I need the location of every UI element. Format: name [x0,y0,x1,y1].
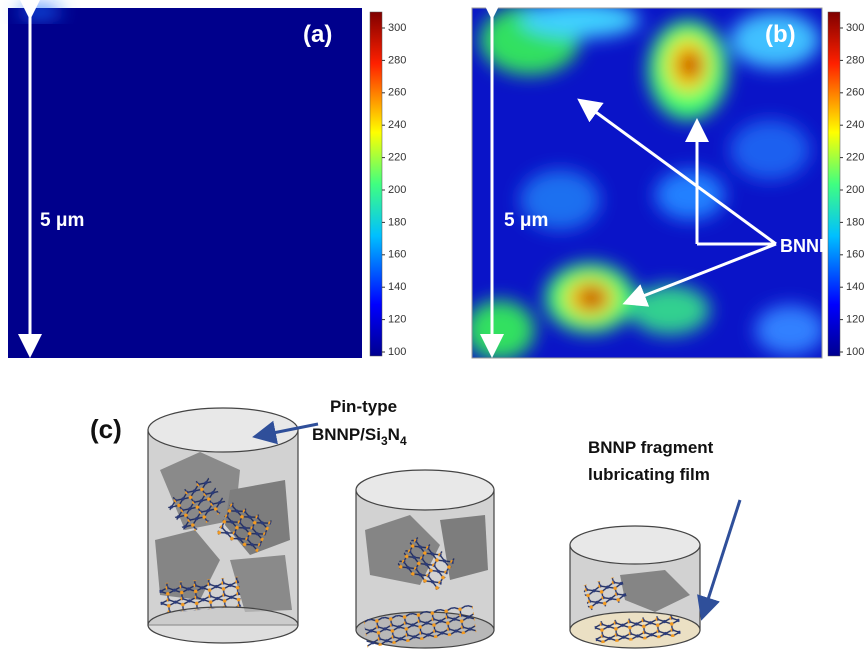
tick-label: 200 [846,184,864,196]
tick-label: 180 [388,216,406,228]
figure: 5 μm (a) 300 280 260 240 220 200 180 160 140 120 1… [0,0,866,663]
tick-label: 100 [846,346,864,358]
subscript: 4 [400,434,407,448]
tick-label: 160 [846,249,864,261]
tick-label: 300 [846,22,864,34]
scale-label: 5 μm [504,210,548,231]
colorbar-ticks: 300 280 260 240 220 200 180 160 140 120 100 [840,22,864,358]
panel-label: (a) [303,21,332,48]
film-label: lubricating film [588,465,710,484]
colorbar [828,12,840,356]
colorbar [370,12,382,356]
map-b [465,2,825,360]
tick-label: 100 [388,346,406,358]
cylinder [356,470,494,648]
cylinder [570,526,700,648]
tick-label: 120 [388,314,406,326]
pin-label: BNNP/Si3N4 [312,425,407,448]
tick-label: 120 [846,314,864,326]
tick-label: 180 [846,216,864,228]
panel-label: (b) [765,21,796,48]
tick-label: 300 [388,22,406,34]
tick-label: 220 [388,152,406,164]
tick-label: 240 [846,119,864,131]
pointer-arrow [703,500,740,615]
tick-label: 160 [388,249,406,261]
tick-label: 220 [846,152,864,164]
tick-label: 140 [846,281,864,293]
tick-label: 240 [388,119,406,131]
text: N [388,425,400,444]
tick-label: 140 [388,281,406,293]
film-label: BNNP fragment [588,438,714,457]
panel-label: (c) [90,414,122,444]
text: BNNP/Si [312,425,381,444]
colorbar-ticks: 300 280 260 240 220 200 180 160 140 120 100 [382,22,406,358]
map-a [8,8,362,358]
tick-label: 280 [388,54,406,66]
tick-label: 260 [388,87,406,99]
cylinder [148,408,298,643]
tick-label: 260 [846,87,864,99]
pin-label: Pin-type [330,397,397,416]
tick-label: 280 [846,54,864,66]
tick-label: 200 [388,184,406,196]
annotation: BNNP [780,236,831,256]
scale-label: 5 μm [40,210,84,231]
hotspot [18,6,62,18]
